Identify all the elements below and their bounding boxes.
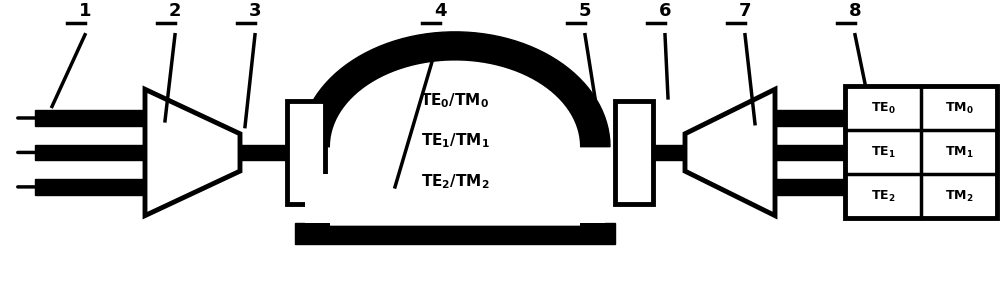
Bar <box>295 223 615 244</box>
Text: $\mathbf{TM_1}$: $\mathbf{TM_1}$ <box>945 145 973 160</box>
Bar <box>305 174 605 223</box>
Text: $\mathbf{TM_2}$: $\mathbf{TM_2}$ <box>945 189 973 204</box>
Bar <box>775 179 845 195</box>
Text: $\mathbf{TE_1/TM_1}$: $\mathbf{TE_1/TM_1}$ <box>421 132 489 150</box>
Bar <box>775 110 845 126</box>
Text: $\mathbf{TE_0/TM_0}$: $\mathbf{TE_0/TM_0}$ <box>420 91 490 110</box>
Text: 4: 4 <box>434 2 446 20</box>
Bar <box>775 144 845 160</box>
Text: 5: 5 <box>579 2 591 20</box>
Polygon shape <box>145 89 240 215</box>
Bar <box>845 86 997 218</box>
Text: 3: 3 <box>249 2 261 20</box>
Bar <box>615 101 653 204</box>
Text: 8: 8 <box>849 2 861 20</box>
Text: 6: 6 <box>659 2 671 20</box>
Text: $\mathbf{TE_2}$: $\mathbf{TE_2}$ <box>871 189 895 204</box>
Bar <box>287 101 325 204</box>
Bar <box>35 144 145 160</box>
Polygon shape <box>330 61 580 226</box>
Polygon shape <box>300 32 610 147</box>
Text: 7: 7 <box>739 2 751 20</box>
Text: 2: 2 <box>169 2 181 20</box>
Bar <box>240 144 290 160</box>
Bar <box>35 110 145 126</box>
Text: 1: 1 <box>79 2 91 20</box>
Text: $\mathbf{TE_2/TM_2}$: $\mathbf{TE_2/TM_2}$ <box>421 172 489 191</box>
Bar <box>35 179 145 195</box>
Text: $\mathbf{TE_0}$: $\mathbf{TE_0}$ <box>871 101 895 116</box>
Bar <box>653 144 685 160</box>
Text: $\mathbf{TM_0}$: $\mathbf{TM_0}$ <box>945 101 973 116</box>
Polygon shape <box>685 89 775 215</box>
Text: $\mathbf{TE_1}$: $\mathbf{TE_1}$ <box>871 145 895 160</box>
